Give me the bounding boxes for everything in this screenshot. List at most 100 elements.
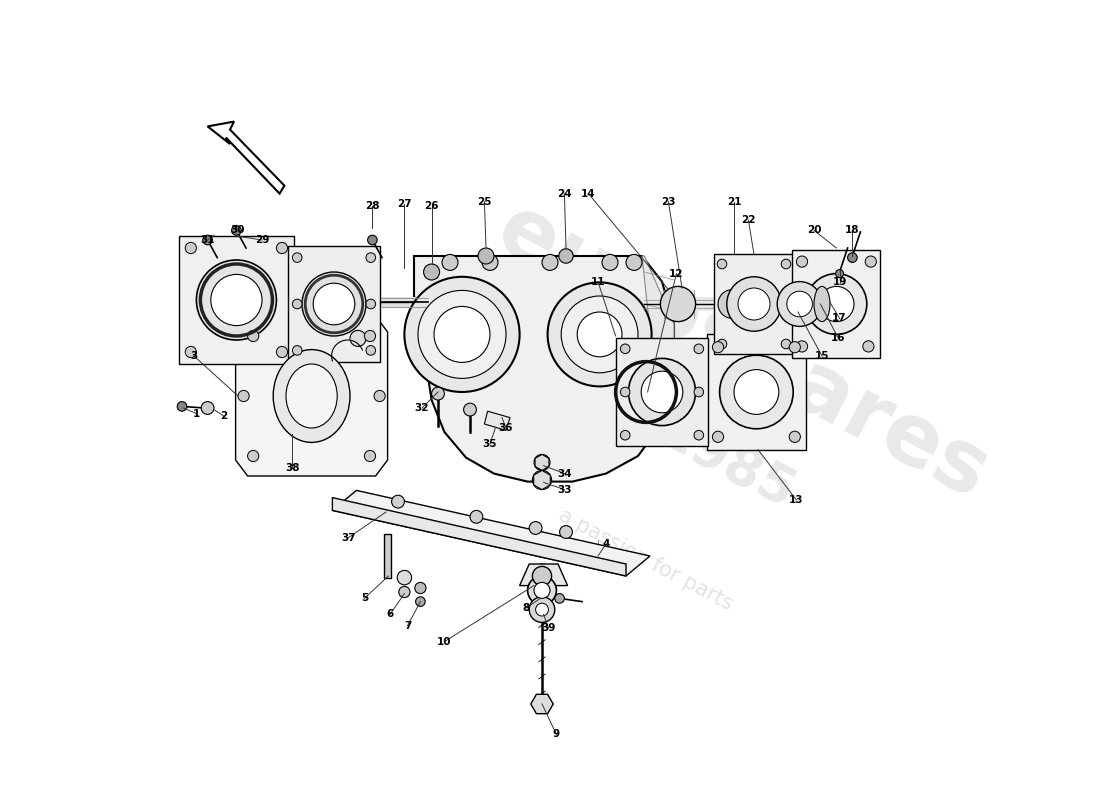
Circle shape [201,402,214,414]
Text: 39: 39 [541,623,556,633]
Polygon shape [535,454,549,470]
Text: 38: 38 [285,463,299,473]
Circle shape [818,286,854,322]
Circle shape [416,597,426,606]
Text: 33: 33 [558,485,572,494]
Text: 32: 32 [415,403,429,413]
Circle shape [559,249,573,263]
Circle shape [392,495,405,508]
Polygon shape [714,254,794,354]
Circle shape [560,526,572,538]
Circle shape [781,339,791,349]
Circle shape [364,450,375,462]
Circle shape [532,470,551,490]
Circle shape [528,576,557,605]
Circle shape [536,603,549,616]
Text: 34: 34 [557,469,572,478]
Circle shape [399,586,410,598]
Circle shape [694,387,704,397]
Text: 23: 23 [661,197,675,206]
Circle shape [713,431,724,442]
Circle shape [366,253,375,262]
Polygon shape [707,334,806,450]
Circle shape [366,346,375,355]
Circle shape [548,282,651,386]
Circle shape [248,450,258,462]
Circle shape [529,597,554,622]
Text: 19: 19 [833,277,847,286]
Polygon shape [179,236,294,364]
Polygon shape [534,470,550,490]
Text: 21: 21 [727,197,741,206]
Circle shape [796,341,807,352]
Circle shape [470,510,483,523]
Circle shape [660,286,695,322]
Circle shape [424,264,440,280]
Circle shape [626,254,642,270]
Bar [384,534,390,578]
Circle shape [717,339,727,349]
Circle shape [789,342,801,353]
Text: 27: 27 [397,199,411,209]
Circle shape [641,371,683,413]
Circle shape [482,254,498,270]
Text: 7: 7 [404,621,411,630]
Text: 30: 30 [231,226,245,235]
Text: 13: 13 [789,495,804,505]
Text: eurospares: eurospares [482,187,1002,517]
Text: 4: 4 [603,539,609,549]
Polygon shape [616,338,708,446]
Ellipse shape [286,364,338,428]
Polygon shape [287,246,381,362]
Circle shape [694,344,704,354]
Text: 24: 24 [557,189,572,198]
Circle shape [434,306,490,362]
Polygon shape [235,316,387,476]
Circle shape [442,254,458,270]
Polygon shape [519,564,568,586]
Circle shape [836,270,844,278]
Circle shape [431,387,444,400]
Circle shape [532,566,551,586]
Text: 6: 6 [386,610,394,619]
Polygon shape [414,256,674,482]
Circle shape [293,253,303,262]
Circle shape [542,254,558,270]
Text: 29: 29 [255,235,270,245]
Circle shape [185,346,197,358]
Circle shape [418,290,506,378]
Circle shape [248,330,258,342]
Text: 37: 37 [341,533,355,542]
Polygon shape [531,694,553,714]
Circle shape [276,242,287,254]
Text: 26: 26 [425,202,439,211]
Circle shape [717,259,727,269]
Circle shape [293,299,303,309]
Circle shape [781,259,791,269]
Circle shape [727,277,781,331]
Text: 25: 25 [477,197,492,206]
Circle shape [534,582,550,598]
Polygon shape [332,498,626,576]
Text: 18: 18 [845,226,860,235]
Circle shape [862,341,874,352]
Text: 2: 2 [220,411,228,421]
Text: 10: 10 [437,637,452,646]
Circle shape [578,312,621,357]
Circle shape [302,272,366,336]
Text: 5: 5 [361,594,368,603]
Circle shape [197,260,276,340]
Circle shape [276,346,287,358]
Text: 35: 35 [483,439,497,449]
Circle shape [620,430,630,440]
Circle shape [789,431,801,442]
Circle shape [718,290,747,318]
Text: 17: 17 [833,314,847,323]
Circle shape [314,283,355,325]
Ellipse shape [814,286,830,322]
Circle shape [796,256,807,267]
Circle shape [866,256,877,267]
Text: 16: 16 [830,333,845,342]
Ellipse shape [273,350,350,442]
Text: 8: 8 [522,603,529,613]
